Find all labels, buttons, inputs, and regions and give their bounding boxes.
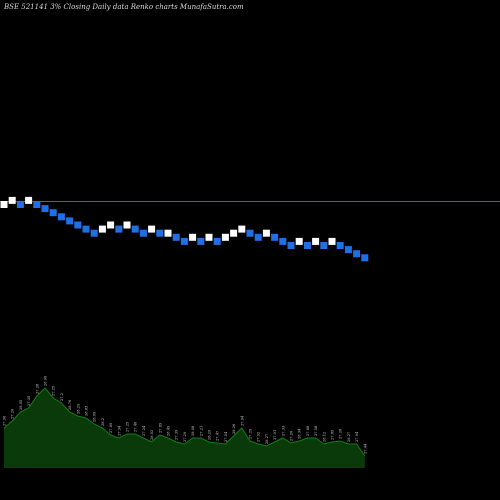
volume-label: 28.09 (93, 411, 97, 422)
renko-brick-up (164, 229, 172, 237)
volume-label: 27.89 (158, 422, 162, 433)
volume-label: 27.92 (257, 432, 261, 442)
volume-label: 27.26 (339, 428, 343, 439)
volume-label: 28.26 (232, 423, 236, 434)
renko-brick-up (148, 225, 156, 233)
renko-brick-down (344, 246, 352, 254)
reference-lines (0, 201, 500, 202)
volume-label: 28.29 (208, 429, 212, 440)
volume-line (3, 387, 366, 457)
volume-panel: 27.36 27.26 28.05 27.35 27.28 28.06 27.25 27.2 2… (3, 375, 367, 468)
renko-brick-up (205, 233, 213, 241)
volume-label: 27.26 (11, 408, 15, 419)
renko-brick-down (131, 225, 139, 233)
volume-label: 27.36 (3, 415, 7, 426)
renko-brick-up (98, 225, 106, 233)
renko-brick-down (49, 209, 57, 217)
renko-brick-down (279, 237, 287, 245)
renko-brick-down (115, 225, 123, 233)
volume-label: 27.47 (216, 430, 220, 441)
volume-label: 28.02 (150, 430, 154, 440)
renko-brick-up (230, 229, 238, 237)
renko-brick-down (361, 254, 369, 262)
renko-brick-down (353, 250, 361, 258)
renko-brick-up (312, 237, 320, 245)
volume-label: 27.54 (224, 431, 228, 442)
volume-label: 28.76 (68, 399, 72, 410)
volume-label: 27.44 (363, 443, 367, 454)
renko-brick-up (262, 229, 270, 237)
volume-label: 27.89 (331, 429, 335, 440)
volume-label: 28.08 (191, 425, 195, 436)
renko-brick-down (213, 237, 221, 245)
volume-label: 27.88 (306, 425, 310, 436)
volume-label: 28.83 (85, 405, 89, 416)
renko-brick-down (156, 229, 164, 237)
volume-label: 27.94 (355, 431, 359, 442)
renko-brick-up (295, 237, 303, 245)
renko-brick-down (197, 237, 205, 245)
renko-brick-down (180, 237, 188, 245)
renko-brick-up (8, 196, 16, 204)
chart-title: BSE 521141 3% Closing Daily data Renko c… (3, 3, 244, 11)
volume-label: 28.49 (167, 425, 171, 436)
renko-brick-down (139, 229, 147, 237)
volume-label: 28.27 (265, 433, 269, 444)
renko-brick-down (271, 233, 279, 241)
renko-brick-up (0, 201, 8, 208)
renko-brick-down (172, 233, 180, 241)
renko-bricks (0, 196, 369, 262)
renko-brick-down (33, 201, 41, 208)
volume-label: 27.24 (142, 425, 146, 436)
volume-label: 27.28 (35, 383, 39, 394)
renko-brick-down (303, 242, 311, 249)
volume-label: 27.46 (134, 421, 138, 432)
volume-label: 28.34 (298, 428, 302, 439)
volume-label: 27.33 (281, 425, 285, 436)
renko-brick-down (41, 205, 49, 213)
volume-label: 27.39 (175, 429, 179, 440)
volume-label: 28.05 (19, 399, 23, 410)
renko-brick-down (320, 242, 328, 249)
volume-label: 27.35 (27, 395, 31, 406)
volume-area (4, 388, 365, 468)
volume-label: 27.58 (314, 425, 318, 436)
volume-label: 27.25 (249, 428, 253, 439)
volume-label: 27.2 (60, 393, 64, 401)
volume-label: 28.29 (76, 403, 80, 414)
renko-brick-down (74, 221, 82, 229)
renko-brick-up (238, 225, 246, 233)
volume-label: 27.89 (109, 422, 113, 433)
volume-label: 27.25 (52, 385, 56, 396)
renko-brick-down (57, 213, 65, 221)
renko-brick-up (107, 221, 115, 229)
renko-brick-down (336, 242, 344, 249)
volume-label: 27.91 (273, 430, 277, 440)
renko-brick-up (25, 196, 33, 204)
renko-brick-down (82, 225, 90, 233)
volume-label: 28.2 (101, 418, 105, 426)
renko-brick-down (287, 242, 295, 249)
renko-brick-up (221, 233, 229, 241)
volume-label: 27.26 (290, 430, 294, 441)
renko-brick-down (246, 229, 254, 237)
renko-brick-down (16, 201, 24, 208)
volume-label: 27.94 (240, 415, 244, 426)
volume-label: 27.34 (117, 425, 121, 436)
volume-label: 28.27 (347, 431, 351, 442)
volume-label: 27.21 (199, 426, 203, 436)
renko-brick-up (123, 221, 131, 229)
renko-brick-up (189, 233, 197, 241)
renko-brick-up (328, 237, 336, 245)
renko-brick-down (254, 233, 262, 241)
volume-label: 27.25 (126, 421, 130, 432)
renko-brick-down (90, 229, 98, 237)
renko-brick-down (66, 217, 74, 225)
volume-label: 28.06 (44, 375, 48, 386)
volume-label: 27.29 (183, 431, 187, 442)
volume-label: 28.12 (322, 432, 326, 442)
